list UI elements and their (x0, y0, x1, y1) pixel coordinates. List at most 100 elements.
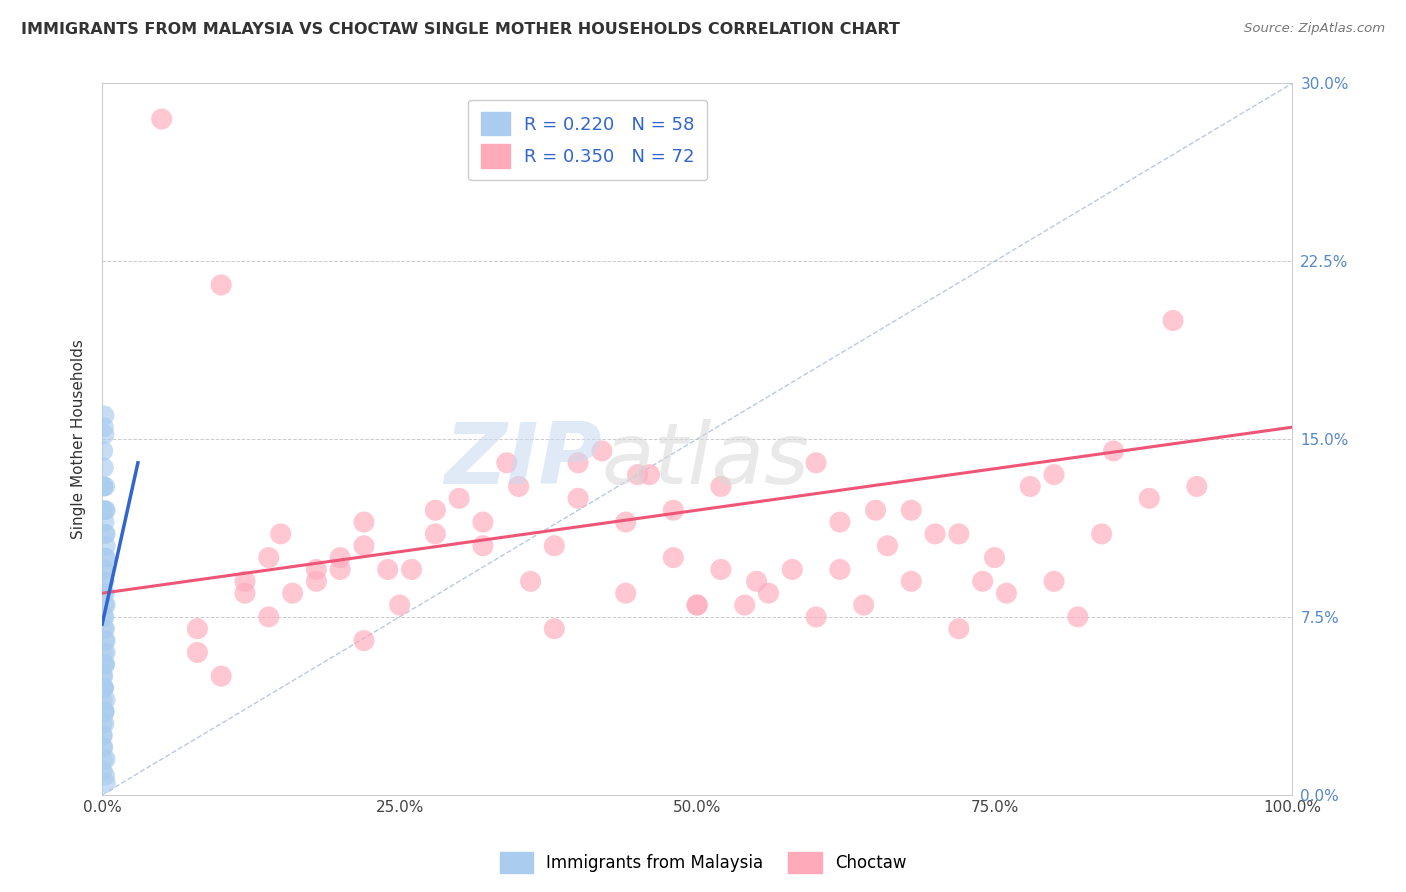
Point (91, 764, 114, 778)
Point (93, 420, 115, 434)
Point (983, 550, 1005, 565)
Point (828, 515, 851, 529)
Point (209, 277, 232, 292)
Point (591, 444, 613, 458)
Point (972, 574, 994, 589)
Point (93, 574, 115, 589)
Point (948, 527, 970, 541)
Point (471, 515, 494, 529)
Point (94, 752, 117, 766)
Point (93, 622, 115, 636)
Point (614, 586, 637, 600)
Point (377, 562, 399, 576)
Text: IMMIGRANTS FROM MALAYSIA VS CHOCTAW SINGLE MOTHER HOUSEHOLDS CORRELATION CHART: IMMIGRANTS FROM MALAYSIA VS CHOCTAW SING… (21, 22, 900, 37)
Point (93, 740, 115, 755)
Point (686, 598, 709, 612)
Point (94, 657, 117, 672)
Point (94, 633, 117, 648)
Point (495, 456, 517, 470)
Point (828, 562, 851, 576)
Point (900, 503, 922, 517)
Point (186, 645, 208, 659)
Point (1185, 479, 1208, 493)
Point (876, 539, 898, 553)
Point (94, 550, 117, 565)
Point (94, 622, 117, 636)
Point (94, 633, 117, 648)
Point (1067, 610, 1090, 624)
Point (686, 598, 709, 612)
Point (1137, 491, 1160, 506)
Point (233, 574, 256, 589)
Point (257, 550, 280, 565)
Point (93, 705, 115, 719)
Legend: R = 0.220   N = 58, R = 0.350   N = 72: R = 0.220 N = 58, R = 0.350 N = 72 (468, 100, 707, 180)
Point (233, 586, 256, 600)
Point (782, 562, 804, 576)
Point (1091, 527, 1114, 541)
Point (93, 705, 115, 719)
Point (281, 586, 304, 600)
Point (614, 515, 637, 529)
Point (93, 562, 115, 576)
Point (91, 740, 114, 755)
Point (710, 479, 733, 493)
Point (93, 444, 115, 458)
Point (93, 479, 115, 493)
Point (353, 539, 375, 553)
Point (94, 550, 117, 565)
Point (94, 769, 117, 783)
Point (388, 598, 411, 612)
Point (662, 550, 685, 565)
Point (995, 586, 1018, 600)
Point (93, 669, 115, 683)
Point (567, 456, 589, 470)
Point (270, 527, 292, 541)
Point (865, 503, 887, 517)
Text: ZIP: ZIP (444, 419, 602, 502)
Point (305, 574, 328, 589)
Point (91, 503, 114, 517)
Point (449, 491, 471, 506)
Point (93, 427, 115, 442)
Point (900, 574, 922, 589)
Point (758, 586, 780, 600)
Point (91, 728, 114, 742)
Point (93, 598, 115, 612)
Point (93, 460, 115, 475)
Point (508, 479, 530, 493)
Point (852, 598, 875, 612)
Point (425, 503, 447, 517)
Point (93, 752, 115, 766)
Point (94, 527, 117, 541)
Point (93, 681, 115, 695)
Point (353, 633, 375, 648)
Point (94, 645, 117, 659)
Point (471, 539, 494, 553)
Point (353, 515, 375, 529)
Point (519, 574, 541, 589)
Point (543, 622, 565, 636)
Point (91, 693, 114, 707)
Point (94, 503, 117, 517)
Point (93, 705, 115, 719)
Legend: Immigrants from Malaysia, Choctaw: Immigrants from Malaysia, Choctaw (494, 846, 912, 880)
Point (94, 598, 117, 612)
Point (93, 716, 115, 731)
Point (93, 610, 115, 624)
Point (329, 550, 352, 565)
Point (638, 467, 661, 482)
Point (804, 456, 827, 470)
Point (93, 681, 115, 695)
Point (93, 562, 115, 576)
Point (94, 539, 117, 553)
Point (710, 562, 733, 576)
Point (150, 112, 173, 126)
Point (924, 527, 946, 541)
Point (1019, 479, 1042, 493)
Point (1102, 444, 1125, 458)
Point (94, 776, 117, 790)
Point (93, 610, 115, 624)
Point (93, 586, 115, 600)
Point (186, 622, 208, 636)
